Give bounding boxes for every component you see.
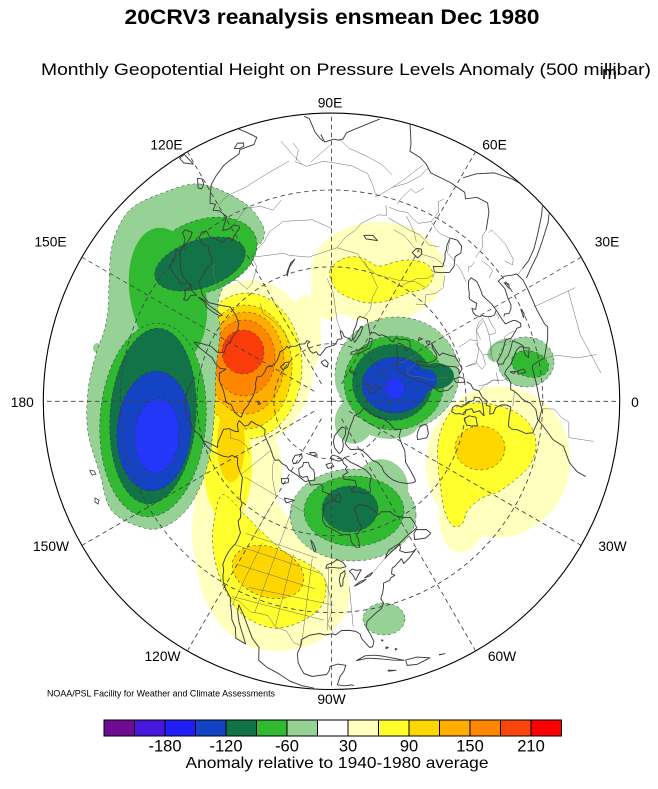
svg-text:180: 180 <box>11 395 34 410</box>
svg-text:60W: 60W <box>488 649 516 664</box>
svg-text:-180: -180 <box>148 738 181 756</box>
svg-text:150E: 150E <box>34 235 66 250</box>
svg-text:NOAA/PSL Facility for Weather: NOAA/PSL Facility for Weather and Climat… <box>47 689 276 699</box>
svg-text:90E: 90E <box>318 96 343 111</box>
svg-text:20CRV3 reanalysis ensmean Dec: 20CRV3 reanalysis ensmean Dec 1980 <box>125 6 540 29</box>
svg-text:30: 30 <box>339 738 357 756</box>
svg-text:120W: 120W <box>144 649 180 664</box>
svg-text:m: m <box>602 63 617 83</box>
svg-text:150W: 150W <box>33 539 69 554</box>
svg-text:Monthly Geopotential Height on: Monthly Geopotential Height on Pressure … <box>41 60 651 79</box>
svg-text:90W: 90W <box>317 692 345 707</box>
svg-text:60E: 60E <box>482 138 507 153</box>
svg-text:-120: -120 <box>209 738 242 756</box>
svg-text:30E: 30E <box>595 235 620 250</box>
svg-text:210: 210 <box>517 738 545 756</box>
svg-text:30W: 30W <box>598 539 626 554</box>
svg-text:0: 0 <box>631 395 639 410</box>
svg-text:150: 150 <box>456 738 484 756</box>
svg-text:Anomaly relative to 1940-1980: Anomaly relative to 1940-1980 average <box>186 755 489 772</box>
svg-text:90: 90 <box>400 738 418 756</box>
svg-text:-60: -60 <box>275 738 299 756</box>
svg-text:120E: 120E <box>150 138 182 153</box>
